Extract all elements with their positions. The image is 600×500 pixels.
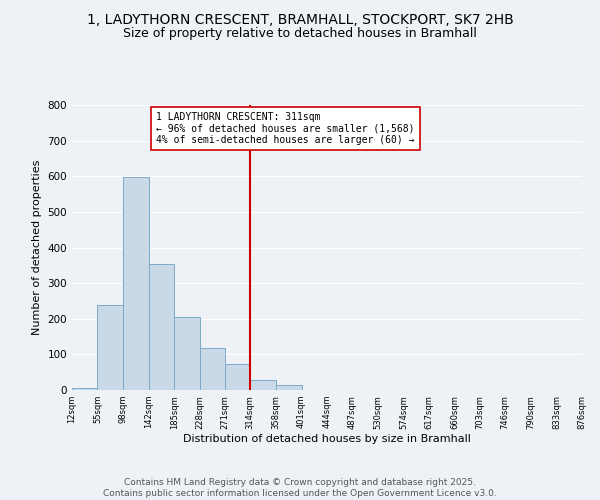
Bar (225, 364, 250, 390)
Text: Contains HM Land Registry data © Crown copyright and database right 2025.
Contai: Contains HM Land Registry data © Crown c… (103, 478, 497, 498)
Bar (97, 304, 123, 390)
Text: Size of property relative to detached houses in Bramhall: Size of property relative to detached ho… (123, 28, 477, 40)
Bar (250, 380, 276, 390)
Bar (174, 317, 199, 390)
Y-axis label: Number of detached properties: Number of detached properties (32, 160, 42, 335)
Text: 1 LADYTHORN CRESCENT: 311sqm
← 96% of detached houses are smaller (1,568)
4% of : 1 LADYTHORN CRESCENT: 311sqm ← 96% of de… (156, 112, 415, 146)
X-axis label: Distribution of detached houses by size in Bramhall: Distribution of detached houses by size … (183, 434, 471, 444)
Text: 1, LADYTHORN CRESCENT, BRAMHALL, STOCKPORT, SK7 2HB: 1, LADYTHORN CRESCENT, BRAMHALL, STOCKPO… (86, 12, 514, 26)
Bar (123, 178, 149, 390)
Bar (149, 264, 174, 390)
Bar (199, 348, 225, 390)
Bar (276, 384, 302, 390)
Bar (72, 388, 97, 390)
